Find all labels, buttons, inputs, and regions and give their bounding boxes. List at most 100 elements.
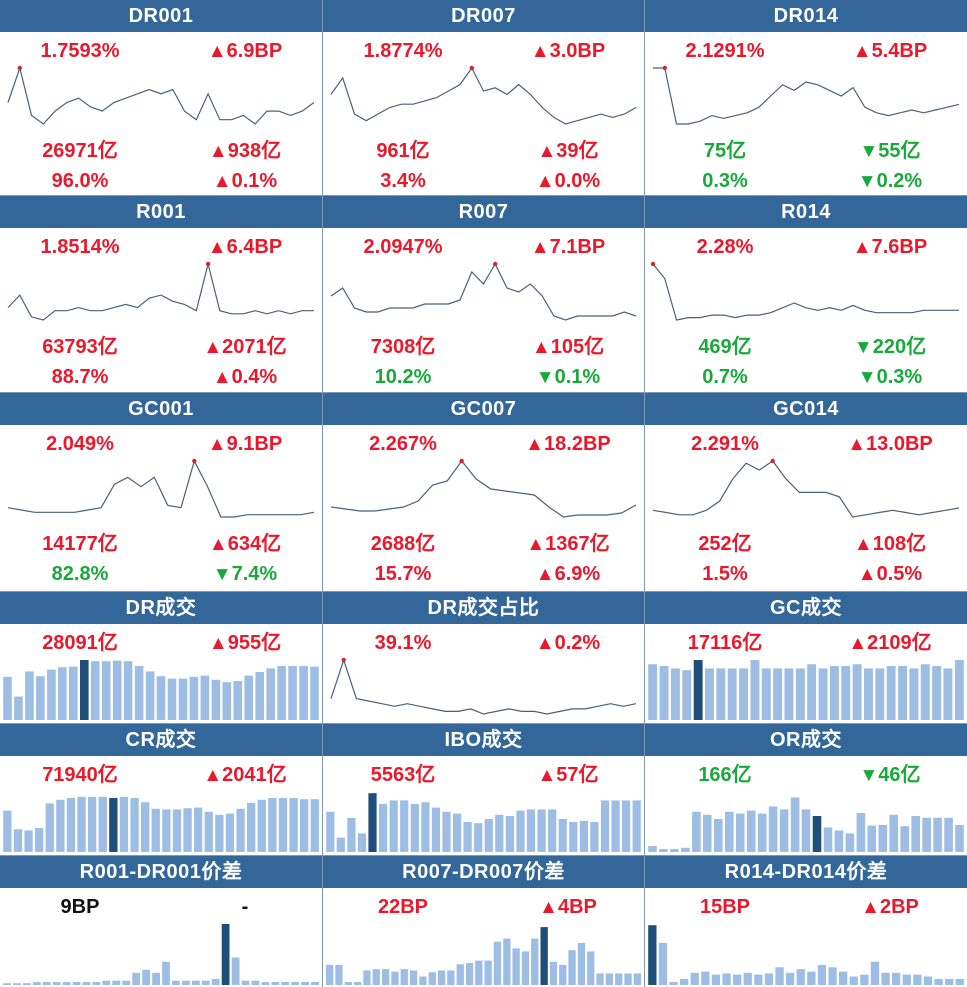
panel-r007-dr007-spread: R007-DR007价差 22BP ▲4BP [323,856,644,987]
bar [790,797,800,852]
bar [754,974,763,985]
bar [172,809,182,852]
bar [743,972,752,985]
bar [13,829,23,852]
bar [779,809,789,852]
rate-line-chart [7,261,314,321]
rate-value: 1.8514% [0,236,160,258]
series-line [7,459,315,518]
bar [681,847,690,852]
bar [162,961,170,985]
bar [82,982,91,985]
bar [379,804,388,852]
volume-change: ▲1367亿 [503,533,633,556]
share-change-text: 7.4% [231,563,278,585]
bar [62,982,71,985]
highlight-point [493,261,498,267]
share-value: 88.7% [0,366,160,388]
down-arrow-icon: ▼ [853,337,873,358]
down-arrow-icon: ▼ [212,564,232,585]
bar [23,983,31,985]
bar [167,678,177,720]
bar [716,668,726,720]
share-change-text: 0.2% [876,170,923,192]
volume-change-text: 938亿 [227,140,282,162]
bar [495,814,504,852]
bar [521,951,530,985]
bar [945,978,954,985]
headline-change-text: 57亿 [556,764,599,786]
bar [761,668,771,720]
up-arrow-icon: ▲ [207,41,227,62]
highlight-point [341,657,346,663]
highlight-bar [648,925,657,985]
volume-bar-chart [3,796,319,852]
share-value: 3.4% [323,170,483,192]
up-arrow-icon: ▲ [530,237,550,258]
rate-change-text: 18.2BP [544,433,611,455]
bar [47,669,56,720]
bar [955,978,964,985]
up-arrow-icon: ▲ [537,141,557,162]
bar [860,974,869,985]
bar [786,972,795,985]
rate-change: ▲13.0BP [825,433,955,456]
bar [867,825,877,852]
bar [944,817,953,852]
rate-value: 2.28% [645,236,805,258]
bar [796,969,805,985]
bar [493,941,502,985]
bar [123,661,133,720]
bar [516,810,525,852]
bar [102,980,111,985]
bar [615,973,623,985]
bar [32,982,41,985]
bar [204,811,213,852]
volume-bar-chart [326,927,641,985]
bar [881,972,890,985]
volume-change: ▲938亿 [180,140,310,163]
volume-value: 14177亿 [0,533,160,555]
bar [596,973,604,985]
bar [807,664,817,720]
bar [101,661,111,720]
bar [45,803,54,852]
headline-change: ▲955亿 [180,632,310,655]
rate-change-text: 13.0BP [866,433,933,455]
bar [244,675,253,720]
share-line-chart [330,657,637,715]
highlight-bar [109,798,118,852]
volume-value-text: 26971亿 [42,140,118,162]
bar [784,668,794,720]
bar [889,814,898,852]
bar [112,660,122,720]
panel-r001-dr001-spread: R001-DR001价差 9BP - [0,856,322,987]
up-arrow-icon: ▲ [207,237,227,258]
bar [775,967,784,985]
volume-change: ▲2071亿 [180,336,310,359]
rate-value: 2.0947% [323,236,483,258]
bar [568,950,576,985]
rate-change: ▲3.0BP [503,40,633,63]
rate-value-text: 1.8514% [40,236,120,258]
up-arrow-icon: ▲ [203,337,223,358]
rate-change-text: 3.0BP [549,40,606,62]
series-line [330,262,637,321]
rate-change-text: 7.6BP [871,236,928,258]
bar [3,676,12,720]
headline-value-text: 15BP [699,896,751,918]
panel-title: R014 [645,196,967,228]
up-arrow-icon: ▲ [208,141,228,162]
rate-change: ▲18.2BP [503,433,633,456]
bar [725,811,734,852]
bar [52,982,61,985]
bar [266,668,275,720]
bar [189,676,199,720]
panel-title: CR成交 [0,724,322,756]
bar [88,796,97,852]
panel-title: R014-DR014价差 [645,856,967,888]
bar [24,830,33,852]
headline-change: ▲2041亿 [180,764,310,787]
bar [241,980,250,985]
